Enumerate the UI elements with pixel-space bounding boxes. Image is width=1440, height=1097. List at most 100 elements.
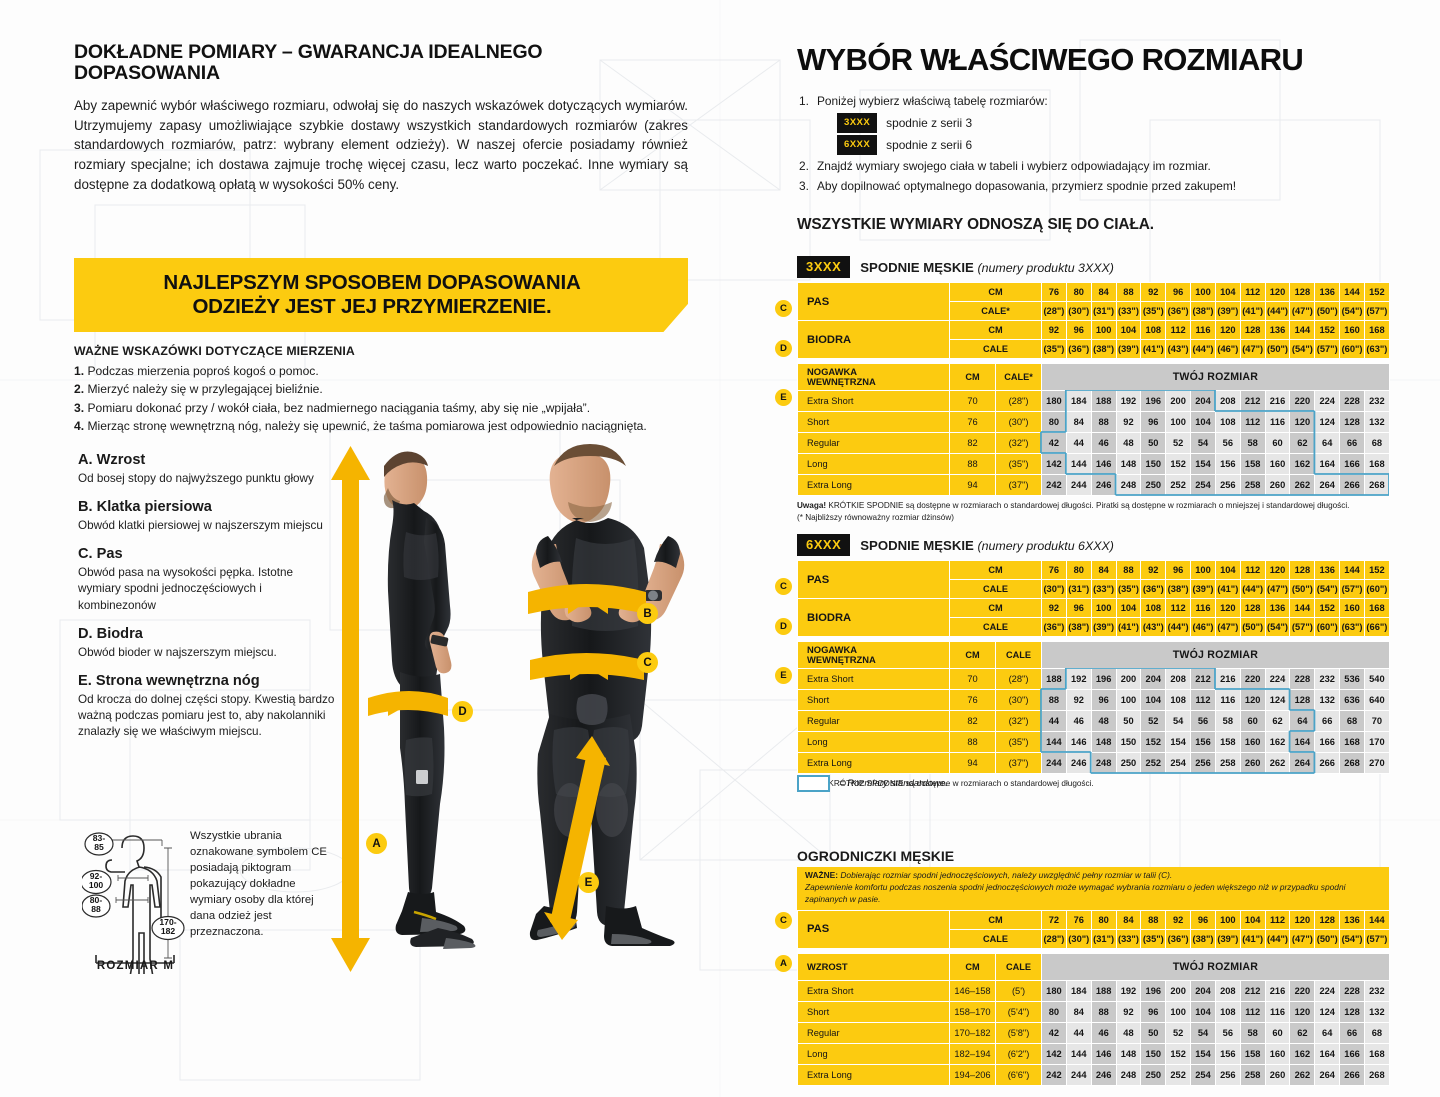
size-cell: 100 — [1115, 689, 1142, 711]
footnote-bold: Uwaga! — [797, 501, 827, 510]
leg-row-cm: 70 — [949, 668, 996, 690]
size-cell: 132 — [1363, 411, 1390, 433]
ce-pictogram: 83- 85 92- 100 80- 88 170- 182 — [80, 822, 187, 984]
table-row: Extra Short 70 (28") 180 184 188 192 196 200 204 2… — [797, 390, 1390, 412]
value-cell: (38") — [1190, 928, 1216, 949]
size-cell: 68 — [1339, 710, 1365, 732]
value-cell: (57") — [1314, 339, 1341, 359]
definition-a: A. Wzrost Od bosej stopy do najwyższego p… — [78, 452, 338, 487]
size-cell: 70 — [1363, 710, 1390, 732]
pictogram-size-label: ROZMIAR M — [96, 960, 175, 972]
value-cell: 88 — [1115, 560, 1142, 580]
size-cell: 232 — [1363, 390, 1390, 412]
measurement-definitions: A. Wzrost Od bosej stopy do najwyższego p… — [78, 452, 338, 752]
size-table-3xxx: PAS CM 76 80 84 88 92 96 100 104 112 120 128 136 144 15… — [797, 282, 1390, 496]
size-cell: 44 — [1065, 1021, 1092, 1044]
size-cell: 268 — [1363, 1063, 1390, 1086]
leg-header-label: WZROST — [797, 952, 950, 981]
value-cell: (38") — [1065, 617, 1092, 637]
size-cell: 166 — [1339, 1042, 1365, 1065]
size-cell: 146 — [1090, 1042, 1117, 1065]
value-cell: (60") — [1363, 579, 1390, 599]
value-cell: 88 — [1140, 909, 1167, 930]
table-row: CALE (36") (38") (39") (41") (43") (44") (46")(… — [798, 617, 1390, 637]
size-cell: 216 — [1264, 979, 1291, 1002]
banner-line-1: NAJLEPSZYM SPOSOBEM DOPASOWANIA — [163, 271, 581, 295]
leg-header-cm: CM — [949, 363, 996, 391]
size-cell: 68 — [1363, 432, 1390, 454]
size-cell: 188 — [1041, 668, 1067, 690]
value-cell: 120 — [1264, 282, 1291, 302]
size-cell: 96 — [1140, 411, 1167, 433]
size-cell: 640 — [1363, 689, 1390, 711]
size-cell: 146 — [1090, 453, 1117, 475]
size-cell: 196 — [1090, 668, 1117, 690]
leg-row-cale: (32") — [994, 710, 1043, 732]
size-cell: 256 — [1190, 752, 1216, 774]
table-row: CALE (35") (36") (38") (39") (41") (43") (44")(… — [798, 339, 1390, 359]
value-cell: 104 — [1115, 320, 1142, 340]
size-cell: 220 — [1239, 668, 1266, 690]
value-cell: 100 — [1190, 560, 1216, 580]
size-cell: 168 — [1339, 731, 1365, 753]
size-cell: 266 — [1314, 752, 1341, 774]
size-cell: 232 — [1363, 979, 1390, 1002]
size-cell: 228 — [1339, 979, 1365, 1002]
size-cell: 84 — [1065, 411, 1092, 433]
size-cell: 260 — [1264, 474, 1291, 496]
value-cell: 92 — [1041, 598, 1067, 618]
size-cell: 252 — [1165, 474, 1192, 496]
size-cell: 144 — [1041, 731, 1067, 753]
value-cell: 112 — [1239, 560, 1266, 580]
size-cell: 154 — [1190, 1042, 1216, 1065]
photo-badge-b: B — [637, 603, 658, 624]
size-cell: 196 — [1140, 390, 1167, 412]
value-cell: (60") — [1339, 339, 1365, 359]
size-cell: 120 — [1289, 1000, 1316, 1023]
size-cell: 160 — [1239, 731, 1266, 753]
value-cell: 104 — [1115, 598, 1142, 618]
size-cell: 66 — [1339, 432, 1365, 454]
value-cell: (46") — [1214, 339, 1241, 359]
svg-text:182: 182 — [161, 926, 176, 936]
svg-text:83-: 83- — [93, 833, 106, 843]
series-row-6xxx[interactable]: 6XXX spodnie z serii 6 — [837, 135, 1389, 156]
leg-row-name: Extra Long — [797, 752, 950, 774]
leg-row-cale: (30") — [994, 411, 1043, 433]
row-unit: CALE — [948, 928, 1043, 949]
size-cell: 64 — [1314, 432, 1341, 454]
value-cell: 120 — [1214, 598, 1241, 618]
size-cell: 208 — [1214, 979, 1241, 1002]
size-cell: 62 — [1289, 1021, 1316, 1044]
leg-row-cale: (5'4") — [994, 1000, 1043, 1023]
leg-row-cm: 94 — [949, 474, 996, 496]
size-cell: 148 — [1090, 731, 1117, 753]
size-cell: 170 — [1363, 731, 1390, 753]
value-cell: (63") — [1339, 617, 1365, 637]
leg-row-name: Short — [797, 689, 950, 711]
svg-text:88: 88 — [91, 904, 101, 914]
value-cell: 168 — [1363, 598, 1390, 618]
value-cell: (50") — [1264, 339, 1291, 359]
table-row: Short 76 (30") 88 92 96 100 104 108 112 116 120 124 1… — [797, 689, 1390, 711]
size-cell: 162 — [1289, 1042, 1316, 1065]
size-cell: 150 — [1140, 453, 1167, 475]
table-badge-c: C — [775, 578, 792, 595]
value-cell: (47") — [1289, 301, 1316, 321]
table-row: BIODRA CM 92 96 100 104 108 112 116 120 128 136 144 1… — [797, 320, 1390, 359]
size-cell: 156 — [1190, 731, 1216, 753]
size-cell: 166 — [1314, 731, 1341, 753]
value-cell: (44") — [1264, 928, 1291, 949]
size-cell: 216 — [1264, 390, 1291, 412]
size-cell: 60 — [1264, 1021, 1291, 1044]
row-unit: CM — [948, 320, 1043, 340]
left-column: DOKŁADNE POMIARY – GWARANCJA IDEALNEGO D… — [74, 41, 688, 194]
size-cell: 204 — [1190, 979, 1216, 1002]
series-row-3xxx[interactable]: 3XXX spodnie z serii 3 — [837, 113, 1389, 134]
leg-row-cale: (28") — [994, 390, 1043, 412]
size-cell: 188 — [1090, 979, 1117, 1002]
size-cell: 48 — [1115, 432, 1142, 454]
value-cell: 84 — [1090, 560, 1117, 580]
tip-number: 4. — [74, 419, 85, 434]
value-cell: (66") — [1363, 617, 1390, 637]
